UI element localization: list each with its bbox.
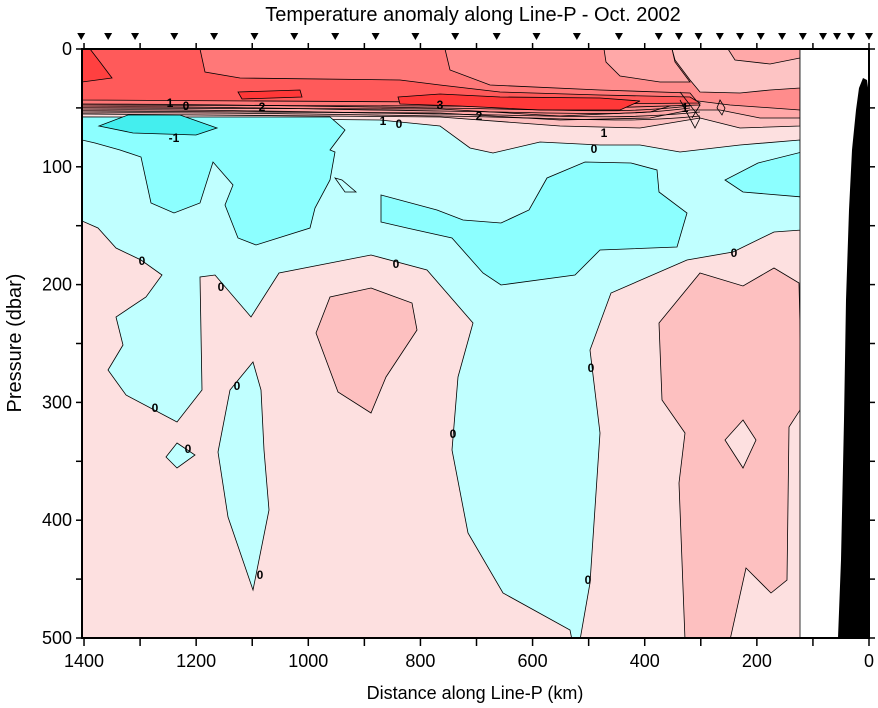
y-tick-label: 500	[42, 628, 72, 648]
station-marker-icon	[674, 33, 683, 40]
station-marker-icon	[210, 33, 219, 40]
region-above-3	[82, 49, 113, 83]
station-markers	[77, 33, 873, 40]
region-0.5-to-1	[658, 267, 800, 638]
contour-label: 0	[591, 142, 598, 156]
x-tick-label: 400	[630, 651, 660, 671]
contour-label: 0	[185, 442, 192, 456]
station-marker-icon	[250, 33, 259, 40]
station-marker-icon	[290, 33, 299, 40]
station-marker-icon	[847, 33, 856, 40]
contour-label: 1	[380, 114, 387, 128]
bathymetry	[838, 78, 869, 638]
region-1-to-1.5	[603, 49, 691, 83]
contour-fill: 1 0 -1 2 1 0 3 2 1 0 1 0 0 0 0 0 0 0 0 0…	[82, 49, 800, 638]
station-marker-icon	[798, 33, 807, 40]
station-marker-icon	[715, 33, 724, 40]
contour-label: 3	[437, 98, 444, 112]
station-marker-icon	[736, 33, 745, 40]
region-above-3	[237, 89, 303, 100]
station-marker-icon	[654, 33, 663, 40]
contour-label: -1	[169, 131, 180, 145]
region-neg1-to-neg0.5	[380, 161, 688, 286]
contour-label: 1	[682, 101, 689, 115]
station-marker-icon	[694, 33, 703, 40]
region-neg1-to-neg0.5	[82, 116, 346, 246]
region-neg1-to-neg0.5	[724, 152, 800, 198]
x-tick-label: 200	[742, 651, 772, 671]
x-tick-label: 600	[518, 651, 548, 671]
station-marker-icon	[865, 33, 873, 40]
contour-label: 0	[393, 257, 400, 271]
station-marker-icon	[614, 33, 623, 40]
x-tick-label: 0	[864, 651, 874, 671]
region-neg0.5-to-0	[165, 442, 196, 469]
station-marker-icon	[492, 33, 501, 40]
contour-label: 2	[476, 109, 483, 123]
contour-label: 0	[218, 280, 225, 294]
station-marker-icon	[778, 33, 787, 40]
y-tick-label: 200	[42, 275, 72, 295]
station-marker-icon	[833, 33, 842, 40]
station-marker-icon	[411, 33, 420, 40]
station-marker-icon	[819, 33, 828, 40]
station-marker-icon	[371, 33, 380, 40]
contour-label: 0	[152, 401, 159, 415]
station-marker-icon	[77, 33, 86, 40]
axes: 1400 1200 1000 800 600 400 200 0010020030040050…	[42, 39, 875, 671]
contour-label: 0	[234, 379, 241, 393]
contour-label: 1	[601, 126, 608, 140]
station-marker-icon	[331, 33, 340, 40]
chart-title: Temperature anomaly along Line-P - Oct. …	[265, 4, 680, 26]
contour-label: 0	[588, 361, 595, 375]
station-marker-icon	[131, 33, 140, 40]
station-marker-icon	[104, 33, 113, 40]
region-0.5-to-1	[315, 287, 418, 414]
region-below-neg1	[97, 114, 219, 136]
contour-label: 1	[167, 96, 174, 110]
station-marker-icon	[756, 33, 765, 40]
contour-label: 0	[731, 246, 738, 260]
station-marker-icon	[451, 33, 460, 40]
contour-labels: 1 0 -1 2 1 0 3 2 1 0 1 0 0 0 0 0 0 0 0 0…	[139, 96, 738, 587]
region-1-to-1.5	[727, 49, 800, 65]
x-tick-label: 1200	[176, 651, 216, 671]
contour-label: 0	[183, 99, 190, 113]
contour-label: 2	[259, 100, 266, 114]
station-marker-icon	[170, 33, 179, 40]
y-tick-label: 0	[62, 39, 72, 59]
contour-label: 0	[257, 568, 264, 582]
x-tick-label: 800	[405, 651, 435, 671]
contour-label: 0	[396, 117, 403, 131]
region-neg0.5-to-0	[334, 177, 358, 193]
contour-label: 0	[139, 254, 146, 268]
y-tick-label: 400	[42, 510, 72, 530]
region-neg0.5-to-0	[217, 361, 270, 592]
y-tick-label: 300	[42, 392, 72, 412]
station-marker-icon	[532, 33, 541, 40]
x-tick-label: 1400	[64, 651, 104, 671]
thermocline-contours	[82, 91, 726, 129]
x-tick-label: 1000	[288, 651, 328, 671]
y-axis-label: Pressure (dbar)	[4, 274, 26, 413]
station-marker-icon	[572, 33, 581, 40]
x-axis-label: Distance along Line-P (km)	[367, 683, 584, 703]
contour-label: 0	[585, 573, 592, 587]
region-above-3	[397, 93, 641, 111]
contour-label: 0	[450, 427, 457, 441]
y-tick-label: 100	[42, 157, 72, 177]
